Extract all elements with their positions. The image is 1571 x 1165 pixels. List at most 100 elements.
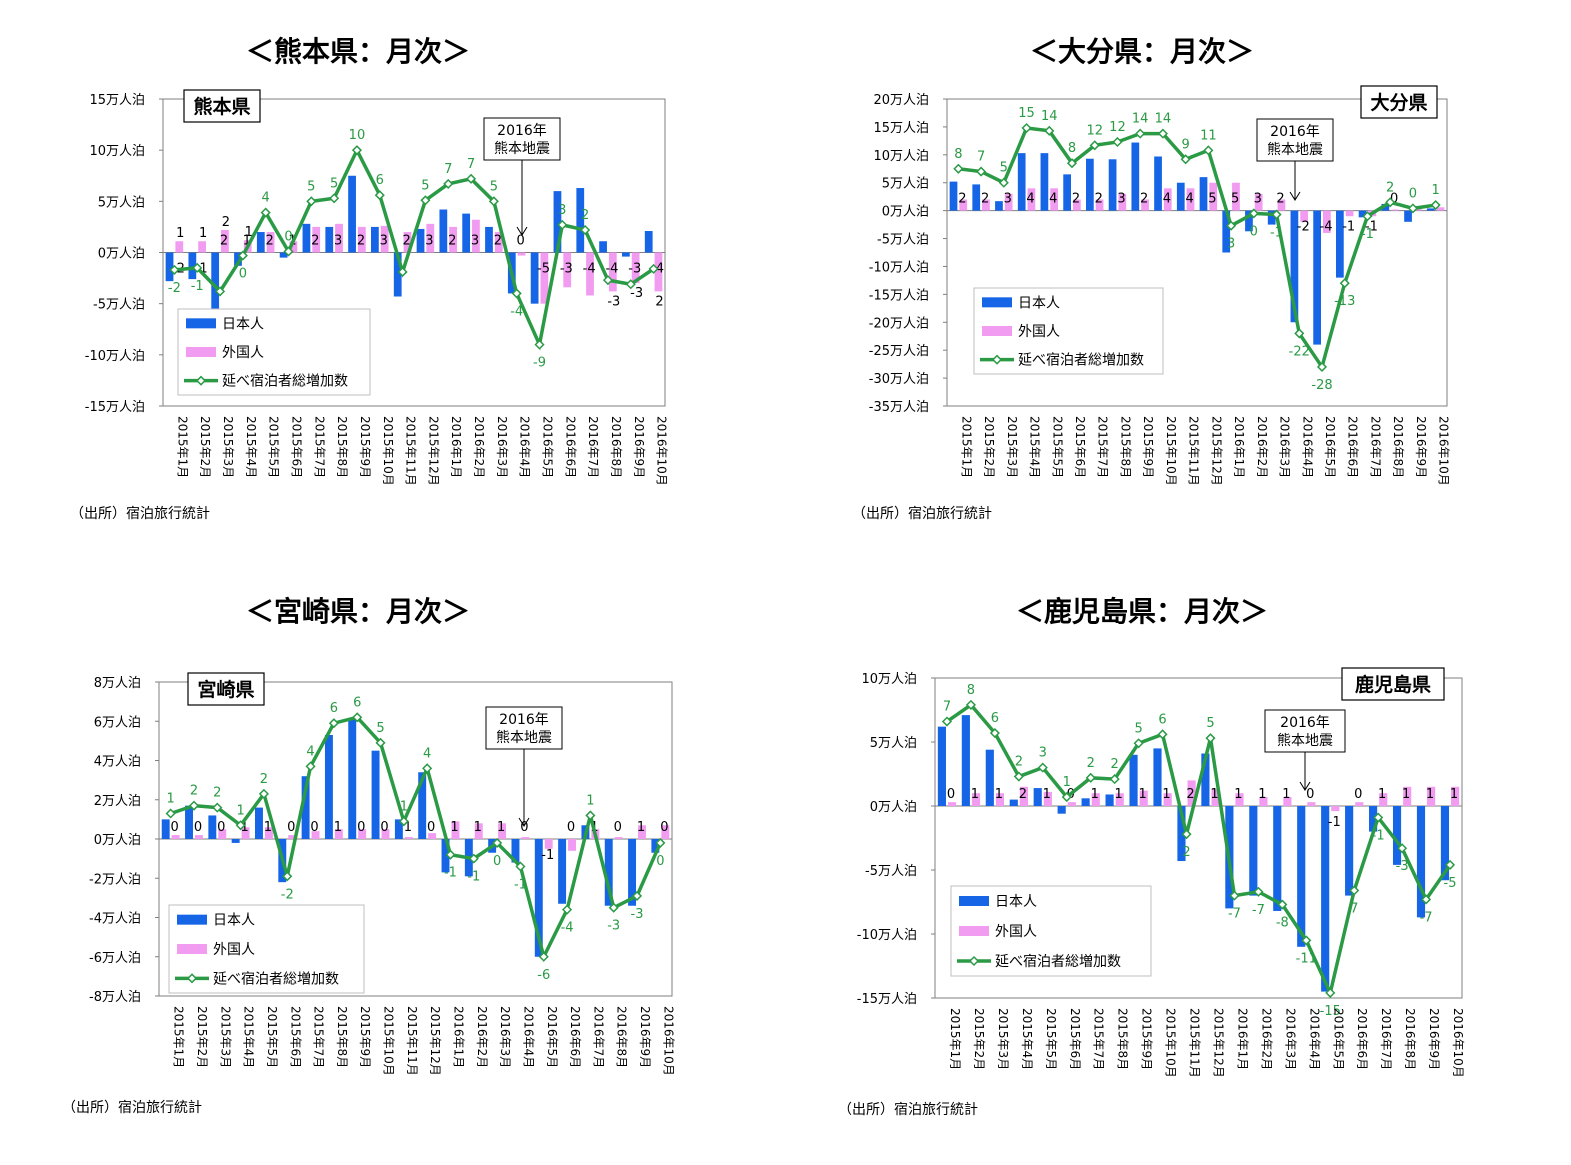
total-data-label: 5 — [307, 179, 315, 194]
x-tick-label: 2015年6月 — [290, 416, 304, 478]
bar-japanese — [553, 191, 562, 253]
y-tick-label: -15万人泊 — [857, 992, 917, 1007]
x-tick-label: 2015年5月 — [265, 1006, 279, 1068]
bar-japanese — [301, 776, 310, 839]
y-tick-label: 5万人泊 — [98, 195, 145, 210]
bar-data-label: 0 — [614, 820, 622, 835]
x-tick-label: 2016年5月 — [545, 1006, 559, 1068]
x-tick-label: 2015年7月 — [1092, 1008, 1106, 1070]
annotation-year: 2016年 — [1270, 124, 1320, 140]
total-data-label: 1 — [586, 793, 594, 808]
bar-japanese — [576, 188, 585, 253]
bar-japanese — [208, 815, 217, 839]
bar-foreign — [1254, 193, 1263, 211]
total-marker — [1044, 125, 1055, 136]
bar-foreign — [608, 252, 617, 292]
bar-japanese — [256, 232, 265, 253]
bar-japanese — [348, 719, 357, 839]
bar-foreign — [498, 823, 507, 839]
bar-data-label: 3 — [380, 234, 388, 249]
bar-japanese — [324, 734, 333, 839]
bar-japanese — [1267, 210, 1276, 225]
bar-foreign — [221, 229, 229, 253]
total-marker — [1253, 886, 1264, 897]
total-data-label: 2 — [1111, 757, 1119, 772]
title-kumamoto: ＜熊本県：月次＞ — [245, 35, 470, 68]
legend-marker-total — [968, 955, 980, 967]
bar-data-label: 2 — [311, 234, 319, 249]
total-marker — [1271, 209, 1282, 220]
bar-foreign — [1027, 188, 1036, 211]
annotation-event: 熊本地震 — [1267, 142, 1323, 158]
total-marker — [998, 177, 1009, 188]
x-tick-label: 2016年2月 — [1255, 416, 1269, 478]
bar-foreign — [289, 241, 298, 253]
total-data-label: 0 — [284, 229, 292, 244]
total-data-label: 0 — [656, 854, 664, 869]
bar-japanese — [371, 226, 379, 253]
bar-japanese — [1222, 210, 1231, 253]
total-data-label: -1 — [514, 877, 527, 892]
bar-data-label: 0 — [427, 820, 435, 835]
y-tick-label: -15万人泊 — [869, 288, 929, 303]
x-tick-label: 2015年1月 — [172, 1006, 186, 1068]
bar-foreign — [1323, 210, 1331, 233]
total-marker — [1061, 791, 1072, 803]
bar-foreign — [1391, 209, 1399, 211]
bar-foreign — [449, 226, 457, 253]
total-marker — [1294, 328, 1305, 339]
total-marker — [1089, 140, 1100, 151]
total-marker — [965, 699, 976, 710]
y-tick-label: -5万人泊 — [865, 864, 917, 879]
bar-japanese — [1063, 174, 1071, 211]
bar-data-label: 1 — [1450, 787, 1458, 802]
bar-foreign — [288, 835, 297, 839]
total-data-label: -5 — [1444, 876, 1457, 891]
total-marker — [488, 196, 499, 207]
bar-data-label: 0 — [1306, 787, 1314, 802]
foreign-data-label: 2 — [655, 294, 663, 309]
bar-data-label: 2 — [494, 234, 502, 249]
total-marker — [212, 802, 223, 813]
total-data-label: 0 — [1250, 224, 1258, 239]
bar-foreign — [1050, 188, 1058, 211]
bar-japanese — [985, 749, 994, 806]
total-marker — [631, 890, 643, 901]
bar-foreign — [1095, 199, 1104, 211]
total-data-label: 12 — [1109, 120, 1126, 135]
bar-data-label: 2 — [958, 192, 966, 207]
total-marker — [941, 716, 953, 727]
total-marker — [1316, 361, 1328, 372]
total-data-label: -1 — [1361, 227, 1374, 242]
x-tick-label: 2015年7月 — [1096, 416, 1110, 478]
total-marker — [192, 262, 203, 273]
bar-japanese — [622, 252, 630, 257]
bar-data-label: 1 — [497, 820, 505, 835]
total-data-label: 4 — [262, 191, 270, 206]
bar-foreign — [1019, 786, 1028, 806]
total-data-label: 2 — [1015, 755, 1023, 770]
x-tick-label: 2016年9月 — [1414, 416, 1428, 478]
total-data-label: -15 — [1320, 1004, 1341, 1019]
total-data-label: 1 — [236, 803, 244, 818]
x-tick-label: 2015年4月 — [242, 1006, 256, 1068]
x-tick-label: 2016年10月 — [655, 416, 669, 486]
bar-data-label: 1 — [240, 820, 248, 835]
bar-foreign — [1283, 797, 1292, 806]
total-marker — [375, 737, 386, 748]
bar-japanese — [558, 839, 567, 904]
total-line — [174, 146, 655, 351]
y-tick-label: -35万人泊 — [869, 400, 929, 415]
total-data-label: -1 — [1372, 829, 1385, 844]
bar-foreign — [198, 241, 206, 253]
bar-data-label: 2 — [1276, 192, 1284, 207]
bar-japanese — [441, 839, 450, 873]
annotation-year: 2016年 — [1280, 715, 1330, 731]
bar-japanese — [485, 226, 493, 253]
total-marker — [557, 219, 568, 230]
bar-japanese — [188, 252, 197, 280]
bar-data-label: 0 — [171, 820, 179, 835]
x-tick-label: 2015年4月 — [244, 416, 258, 478]
legend-label: 延べ宿泊者総増加数 — [1018, 352, 1144, 369]
bar-japanese — [628, 839, 637, 906]
